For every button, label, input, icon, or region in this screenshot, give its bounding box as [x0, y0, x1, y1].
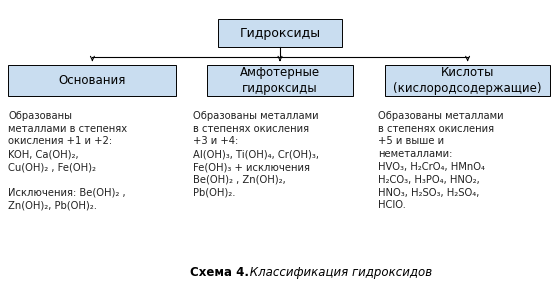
Text: Образованы
металлами в степенях
окисления +1 и +2:
KOH, Ca(OH)₂,
Cu(OH)₂ , Fe(OH: Образованы металлами в степенях окислени…	[8, 111, 128, 211]
FancyBboxPatch shape	[385, 65, 550, 96]
Text: Гидроксиды: Гидроксиды	[240, 26, 320, 40]
FancyBboxPatch shape	[8, 65, 176, 96]
Text: Образованы металлами
в степенях окисления
+5 и выше и
неметаллами:
HVO₃, H₂CrO₄,: Образованы металлами в степенях окислени…	[378, 111, 503, 211]
Text: Амфотерные
гидроксиды: Амфотерные гидроксиды	[240, 66, 320, 95]
FancyBboxPatch shape	[218, 20, 342, 47]
Text: Классификация гидроксидов: Классификация гидроксидов	[246, 266, 432, 279]
Text: Кислоты
(кислородсодержащие): Кислоты (кислородсодержащие)	[393, 66, 542, 95]
Text: Схема 4.: Схема 4.	[190, 266, 249, 279]
Text: Образованы металлами
в степенях окисления
+3 и +4:
Al(OH)₃, Ti(OH)₄, Cr(OH)₃,
Fe: Образованы металлами в степенях окислени…	[193, 111, 319, 198]
FancyBboxPatch shape	[207, 65, 353, 96]
Text: Основания: Основания	[59, 74, 126, 87]
